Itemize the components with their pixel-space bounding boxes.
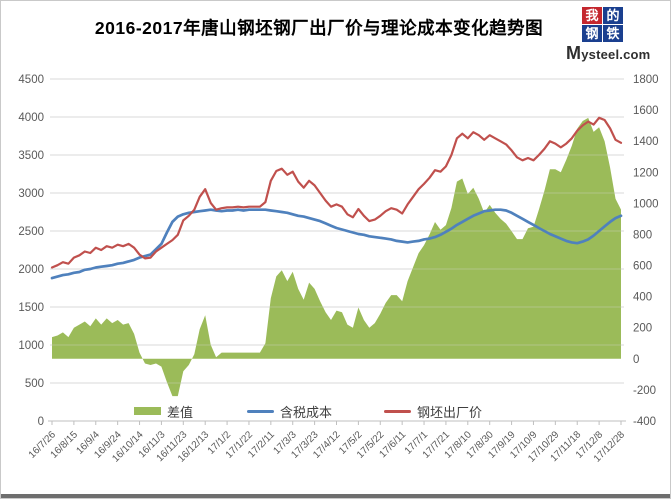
cost-line bbox=[50, 208, 623, 280]
legend-label-price: 钢坯出厂价 bbox=[417, 404, 483, 420]
logo-square-wo: 我 bbox=[582, 7, 602, 24]
x-axis bbox=[48, 420, 626, 425]
y-axis-right-labels: 1800 1600 1400 1200 1000 800 600 400 200 0 -200 -40… bbox=[633, 74, 659, 428]
svg-text:4000: 4000 bbox=[18, 112, 44, 124]
price-line-swatch-icon bbox=[384, 409, 411, 413]
svg-text:800: 800 bbox=[633, 229, 652, 241]
logo-square-tie: 铁 bbox=[603, 25, 623, 42]
legend-item-cost: 含税成本 bbox=[247, 403, 333, 420]
svg-text:1000: 1000 bbox=[18, 340, 44, 352]
svg-text:1000: 1000 bbox=[633, 198, 659, 210]
legend-label-diff: 差值 bbox=[167, 404, 194, 420]
svg-text:1200: 1200 bbox=[633, 167, 659, 179]
svg-text:-200: -200 bbox=[633, 385, 656, 397]
legend-item-price: 钢坯出厂价 bbox=[384, 403, 483, 420]
svg-text:600: 600 bbox=[633, 261, 652, 273]
diff-area-swatch-icon bbox=[134, 407, 161, 415]
cost-line-swatch-icon bbox=[247, 409, 274, 413]
svg-text:-400: -400 bbox=[633, 416, 656, 428]
svg-text:2500: 2500 bbox=[18, 226, 44, 238]
y-axis-left-labels: 4500 4000 3500 3000 2500 2000 1500 1000 500 0 bbox=[18, 74, 44, 428]
svg-text:1800: 1800 bbox=[633, 74, 659, 86]
trend-chart-svg: 4500400035003000250020001500100050001800… bbox=[18, 74, 659, 465]
chart-title: 2016-2017年唐山钢坯钢厂出厂价与理论成本变化趋势图 bbox=[94, 18, 544, 38]
svg-text:2000: 2000 bbox=[18, 264, 44, 276]
legend-label-cost: 含税成本 bbox=[280, 404, 333, 420]
svg-text:3000: 3000 bbox=[18, 188, 44, 200]
gridlines-overlay bbox=[50, 78, 624, 384]
price-line bbox=[50, 116, 623, 269]
logo-square-gang: 钢 bbox=[582, 25, 602, 42]
svg-text:1400: 1400 bbox=[633, 136, 659, 148]
diff-area bbox=[52, 117, 621, 397]
svg-text:400: 400 bbox=[633, 292, 652, 304]
gridlines bbox=[50, 78, 624, 384]
logo-square-de: 的 bbox=[603, 7, 623, 24]
svg-text:4500: 4500 bbox=[18, 74, 44, 86]
svg-text:0: 0 bbox=[38, 416, 44, 428]
chart-legend: 差值 含税成本 钢坯出厂价 bbox=[1, 403, 670, 420]
x-axis-labels: 16/7/2616/8/1516/9/416/9/2416/10/1416/11… bbox=[27, 429, 628, 465]
svg-text:500: 500 bbox=[25, 378, 44, 390]
legend-item-diff: 差值 bbox=[134, 403, 194, 420]
window-bottom-edge bbox=[1, 494, 670, 498]
svg-text:3500: 3500 bbox=[18, 150, 44, 162]
svg-text:200: 200 bbox=[633, 323, 652, 335]
svg-text:0: 0 bbox=[633, 354, 639, 366]
svg-text:1600: 1600 bbox=[633, 105, 659, 117]
logo-site-text: Mysteel.com bbox=[566, 43, 651, 63]
mysteel-logo: 我 的 钢 铁 Mysteel.com bbox=[566, 7, 662, 64]
logo-square-grid: 我 的 钢 铁 bbox=[582, 7, 623, 42]
svg-text:1500: 1500 bbox=[18, 302, 44, 314]
